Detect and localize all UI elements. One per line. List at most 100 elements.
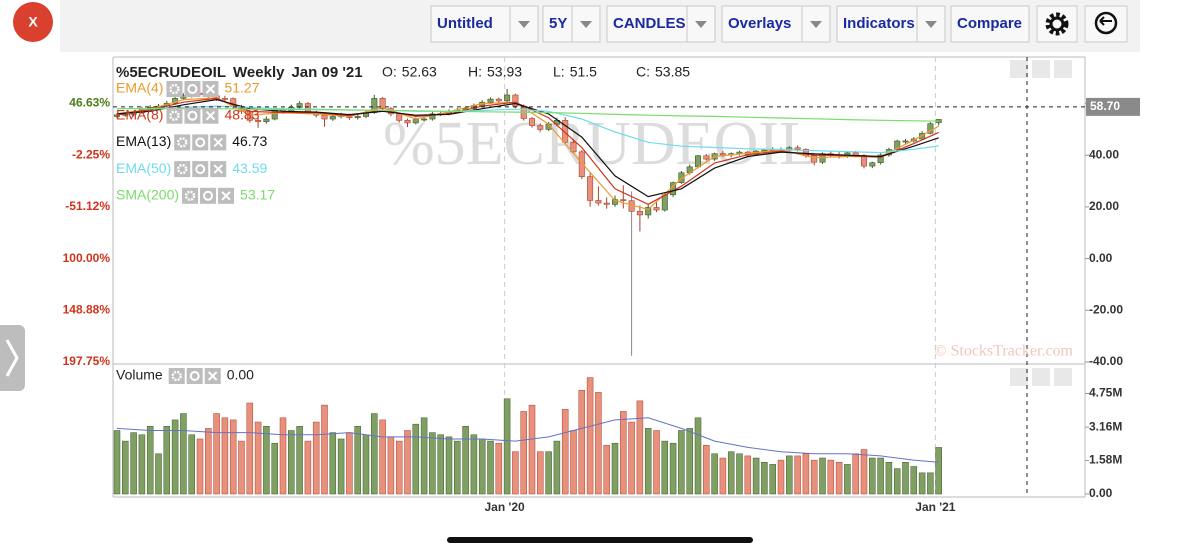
volume-bar: [254, 421, 262, 495]
undo-button[interactable]: [1084, 5, 1128, 43]
volume-bar: [271, 442, 278, 495]
legend-gear-icon[interactable]: [174, 161, 191, 178]
y-tick-label: -40.00: [1089, 354, 1123, 368]
volume-bar: [852, 453, 859, 495]
ohlc-value: 53.93: [487, 64, 522, 80]
legend-value: 46.73: [232, 133, 267, 149]
candle-body: [678, 172, 685, 183]
volume-bar: [171, 419, 179, 495]
volume-bar: [844, 464, 851, 495]
volume-bar: [420, 417, 428, 495]
volume-bar: [520, 411, 527, 495]
side-tab[interactable]: [0, 325, 25, 391]
y-tick-label: 0.00: [1089, 251, 1113, 265]
settings-button[interactable]: [1036, 5, 1078, 43]
symbol-watermark: %5ECRUDEOIL: [383, 110, 817, 178]
legend-value: 53.17: [240, 187, 275, 203]
volume-bar: [769, 464, 776, 495]
volume-bar: [337, 438, 345, 495]
volume-bar: [387, 436, 395, 495]
eye-glyph: [189, 371, 200, 381]
toolbar-button[interactable]: [950, 5, 1030, 43]
legend-value: 48.83: [224, 106, 259, 122]
candle-body: [296, 103, 303, 108]
legend-eye-icon[interactable]: [192, 161, 209, 178]
toolbar-button[interactable]: [721, 5, 831, 43]
volume-bar: [487, 440, 494, 495]
candle-body: [379, 98, 386, 109]
legend-eye-icon[interactable]: [200, 187, 217, 204]
volume-bar: [810, 459, 818, 495]
volume-bar: [122, 440, 129, 495]
candle-body: [894, 140, 901, 150]
volume-bar: [794, 455, 801, 495]
candle-body: [653, 207, 660, 211]
ohlc-label: H:: [468, 64, 482, 80]
legend-eye-icon[interactable]: [186, 368, 203, 384]
candle-body: [595, 200, 602, 204]
volume-legend-name: Volume: [116, 367, 163, 383]
candle-body: [603, 202, 610, 205]
volume-bar: [885, 462, 893, 495]
eye-glyph: [195, 137, 206, 148]
left-tick-label: 197.75%: [63, 354, 111, 368]
volume-bar: [503, 398, 511, 495]
overlay-line: [117, 105, 939, 154]
toolbar-button[interactable]: [430, 5, 539, 43]
volume-bar: [703, 445, 710, 495]
volume-bar: [802, 453, 810, 495]
volume-bar: [893, 468, 901, 495]
volume-bar: [404, 430, 411, 495]
candle-body: [636, 211, 643, 216]
volume-bar: [686, 428, 693, 495]
volume-bar: [196, 438, 204, 495]
legend-eye-icon[interactable]: [192, 134, 209, 151]
x-glyph: [213, 137, 223, 148]
candle-body: [811, 155, 818, 163]
volume-bar: [329, 432, 337, 495]
gear-glyph: [171, 370, 182, 382]
volume-bar: [927, 472, 934, 495]
legend-gear-icon[interactable]: [174, 134, 191, 151]
volume-bar: [163, 426, 171, 495]
legend-gear-icon[interactable]: [166, 107, 183, 124]
panel-buttons[interactable]: [1010, 60, 1072, 386]
legend-name: EMA(50): [116, 160, 171, 176]
legend-gear-icon[interactable]: [182, 187, 199, 204]
candle-body: [645, 207, 652, 216]
volume-tick-label: 1.58M: [1089, 453, 1122, 467]
volume-bar: [935, 447, 942, 495]
volume-bar: [744, 455, 752, 495]
volume-bar: [835, 462, 843, 495]
volume-bar: [312, 421, 320, 495]
volume-bar: [578, 390, 586, 495]
volume-bar: [761, 462, 768, 495]
volume-bar: [711, 453, 718, 495]
y-tick-label: 40.00: [1089, 147, 1119, 161]
legend-eye-icon[interactable]: [184, 81, 201, 97]
volume-bar: [288, 430, 295, 495]
legend-eye-icon[interactable]: [184, 107, 201, 124]
crosshair-label-box: [1086, 97, 1140, 116]
volume-bar: [910, 466, 918, 495]
volume-average-line: [116, 417, 939, 463]
candle-body: [719, 153, 726, 156]
volume-bar: [445, 436, 453, 495]
candle-body: [869, 162, 876, 167]
legend-gear-icon[interactable]: [168, 368, 185, 384]
chart-title: Weekly: [233, 64, 285, 81]
toolbar-button[interactable]: [836, 5, 946, 43]
overlay-line: [117, 108, 939, 122]
volume-bar: [130, 432, 137, 495]
toolbar-button[interactable]: [606, 5, 716, 43]
volume-bar: [570, 430, 577, 495]
volume-bar: [180, 413, 187, 495]
close-button[interactable]: [13, 2, 53, 42]
legend-gear-icon[interactable]: [166, 81, 183, 97]
candle-body: [562, 120, 569, 143]
volume-tick-label: 4.75M: [1089, 386, 1122, 400]
candle-body: [421, 118, 428, 121]
candle-body: [927, 123, 934, 134]
